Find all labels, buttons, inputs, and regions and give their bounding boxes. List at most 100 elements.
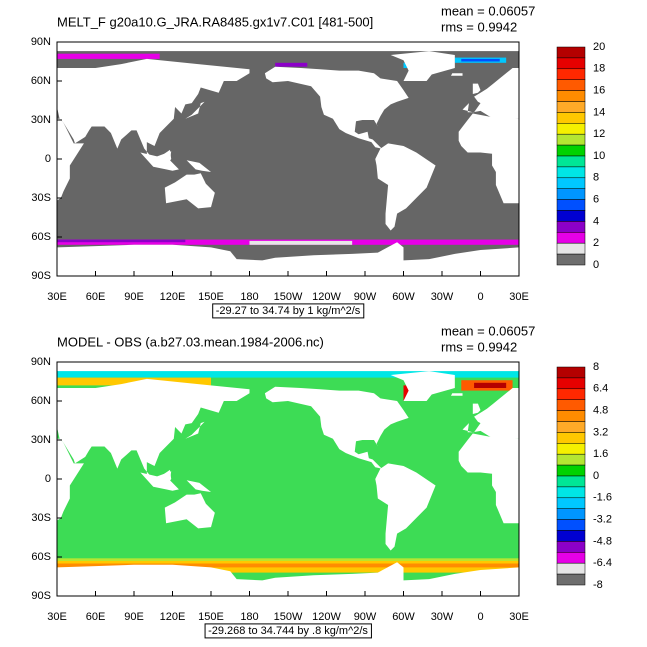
colorbar-box <box>556 253 586 266</box>
colorbar-label: 8 <box>593 172 599 184</box>
colorbar-label: 3.2 <box>593 426 608 438</box>
colorbar-box <box>556 432 586 444</box>
colorbar-box <box>556 177 586 189</box>
contour-info: -29.268 to 34.744 by .8 kg/m^2/s <box>208 625 368 637</box>
lon-label: 150W <box>274 291 303 303</box>
colorbar-label: 16 <box>593 85 605 97</box>
colorbar-label: -3.2 <box>593 514 612 526</box>
lon-label: 120E <box>160 611 186 623</box>
colorbar-label: 4.8 <box>593 405 608 417</box>
colorbar-box <box>556 221 586 233</box>
colorbar-box <box>556 166 586 179</box>
lon-label: 30E <box>509 611 529 623</box>
colorbar-box <box>556 541 586 553</box>
colorbar-box <box>556 388 586 400</box>
colorbar-box <box>556 232 586 244</box>
mean-stat: mean = 0.06057 <box>441 3 535 18</box>
colorbar-box <box>556 188 586 200</box>
lat-label: 90N <box>31 356 51 368</box>
colorbar-box <box>556 123 586 135</box>
lat-label: 60N <box>31 395 51 407</box>
colorbar-label: 18 <box>593 63 605 75</box>
lat-label: 30N <box>31 114 51 126</box>
lon-label: 180 <box>240 611 258 623</box>
lat-label: 60S <box>31 551 51 563</box>
lon-label: 90E <box>124 291 144 303</box>
colorbar-box <box>556 79 586 91</box>
colorbar-box <box>556 144 586 157</box>
colorbar-box <box>556 377 586 390</box>
lon-label: 90W <box>354 611 377 623</box>
colorbar-label: 0 <box>593 470 599 482</box>
lat-label: 90N <box>31 36 51 48</box>
lon-label: 120E <box>160 291 186 303</box>
colorbar-box <box>556 210 586 222</box>
colorbar-box <box>556 530 586 542</box>
rms-stat: rms = 0.9942 <box>441 19 517 34</box>
colorbar-box <box>556 90 586 102</box>
panel-title: MODEL - OBS (a.b27.03.mean.1984-2006.nc) <box>57 334 324 349</box>
colorbar-box <box>556 497 586 509</box>
lat-label: 90S <box>31 270 51 282</box>
colorbar-box <box>556 410 586 422</box>
colorbar-label: 0 <box>593 259 599 271</box>
contour-info-box <box>204 623 372 639</box>
colorbar-box <box>556 552 586 564</box>
lon-label: 90E <box>124 611 144 623</box>
colorbar-box <box>556 399 586 411</box>
colorbar-label: -8 <box>593 579 603 591</box>
colorbar-box <box>556 421 586 433</box>
lon-label: 60E <box>86 291 106 303</box>
lon-label: 60W <box>392 611 415 623</box>
lat-label: 30S <box>31 512 51 524</box>
colorbar-label: 8 <box>593 361 599 373</box>
colorbar-label: 6.4 <box>593 383 608 395</box>
lat-label: 30N <box>31 434 51 446</box>
lon-label: 0 <box>477 291 483 303</box>
colorbar-box <box>556 199 586 211</box>
lon-label: 30E <box>47 291 67 303</box>
colorbar-label: -1.6 <box>593 492 612 504</box>
lat-label: 0 <box>45 473 51 485</box>
lon-label: 60E <box>86 611 106 623</box>
lon-label: 30W <box>431 611 454 623</box>
colorbar-label: 12 <box>593 128 605 140</box>
lat-label: 0 <box>45 153 51 165</box>
colorbar-box <box>556 46 586 59</box>
colorbar-box <box>556 486 586 499</box>
colorbar-label: 1.6 <box>593 448 608 460</box>
rms-stat: rms = 0.9942 <box>441 339 517 354</box>
colorbar-box <box>556 508 586 520</box>
lon-label: 150E <box>198 291 224 303</box>
colorbar-box <box>556 101 586 113</box>
contour-info-box <box>212 303 365 319</box>
colorbar-box <box>556 573 586 586</box>
lon-label: 30W <box>431 291 454 303</box>
colorbar-label: 4 <box>593 215 599 227</box>
colorbar-label: -4.8 <box>593 535 612 547</box>
colorbar-box <box>556 519 586 531</box>
lat-label: 60N <box>31 75 51 87</box>
colorbar-box <box>556 68 586 80</box>
colorbar-label: 20 <box>593 41 605 53</box>
colorbar-box <box>556 133 586 146</box>
colorbar-box <box>556 155 586 168</box>
lon-label: 180 <box>240 291 258 303</box>
colorbar-label: -6.4 <box>593 557 612 569</box>
lat-label: 30S <box>31 192 51 204</box>
lat-label: 90S <box>31 590 51 602</box>
lat-label: 60S <box>31 231 51 243</box>
colorbar-label: 10 <box>593 150 605 162</box>
colorbar-box <box>556 453 586 466</box>
lon-label: 120W <box>312 291 341 303</box>
colorbar-box <box>556 57 586 70</box>
panel-title: MELT_F g20a10.G_JRA.RA8485.gx1v7.C01 [48… <box>57 14 373 29</box>
mean-stat: mean = 0.06057 <box>441 323 535 338</box>
colorbar-box <box>556 366 586 379</box>
colorbar-box <box>556 112 586 124</box>
lon-label: 150W <box>274 611 303 623</box>
colorbar-box <box>556 242 586 255</box>
